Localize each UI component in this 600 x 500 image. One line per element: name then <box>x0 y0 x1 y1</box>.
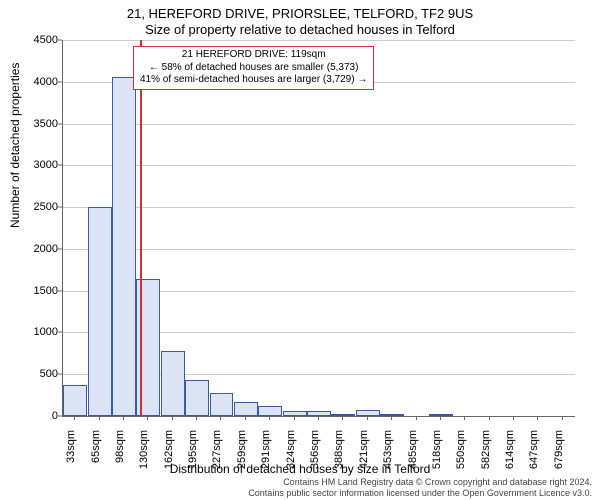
histogram-bar <box>185 380 209 416</box>
footer-attribution: Contains HM Land Registry data © Crown c… <box>0 477 592 498</box>
y-tick-mark <box>58 290 62 291</box>
histogram-bar <box>258 406 282 416</box>
histogram-bar <box>210 393 234 416</box>
x-tick-mark <box>172 416 173 420</box>
x-tick-mark <box>464 416 465 420</box>
x-tick-mark <box>440 416 441 420</box>
x-tick-mark <box>269 416 270 420</box>
x-tick-mark <box>196 416 197 420</box>
annotation-line: ← 58% of detached houses are smaller (5,… <box>140 62 367 75</box>
x-tick-mark <box>294 416 295 420</box>
y-tick-label: 3000 <box>0 159 58 171</box>
annotation-line: 21 HEREFORD DRIVE: 119sqm <box>140 49 367 62</box>
footer-line-2: Contains public sector information licen… <box>0 488 592 498</box>
y-tick-label: 500 <box>0 368 58 380</box>
histogram-bar <box>63 385 87 416</box>
histogram-bar <box>112 77 136 416</box>
y-tick-mark <box>58 207 62 208</box>
highlight-line <box>140 40 142 416</box>
chart-page: 21, HEREFORD DRIVE, PRIORSLEE, TELFORD, … <box>0 0 600 500</box>
y-tick-label: 2500 <box>0 201 58 213</box>
x-tick-mark <box>513 416 514 420</box>
y-tick-mark <box>58 81 62 82</box>
chart-title: 21, HEREFORD DRIVE, PRIORSLEE, TELFORD, … <box>0 6 600 21</box>
plot-area: 21 HEREFORD DRIVE: 119sqm← 58% of detach… <box>62 40 575 417</box>
x-tick-mark <box>220 416 221 420</box>
histogram-bar <box>356 410 380 416</box>
y-tick-mark <box>58 416 62 417</box>
x-tick-mark <box>391 416 392 420</box>
x-tick-mark <box>99 416 100 420</box>
x-tick-mark <box>147 416 148 420</box>
y-tick-mark <box>58 40 62 41</box>
x-axis-label: Distribution of detached houses by size … <box>0 462 600 476</box>
y-tick-label: 1500 <box>0 285 58 297</box>
x-tick-mark <box>123 416 124 420</box>
y-tick-mark <box>58 374 62 375</box>
y-tick-mark <box>58 123 62 124</box>
histogram-bar <box>283 411 307 416</box>
annotation-line: 41% of semi-detached houses are larger (… <box>140 74 367 87</box>
x-tick-mark <box>489 416 490 420</box>
y-tick-label: 2000 <box>0 243 58 255</box>
y-tick-label: 4500 <box>0 34 58 46</box>
y-tick-mark <box>58 248 62 249</box>
x-tick-mark <box>74 416 75 420</box>
y-tick-label: 4000 <box>0 76 58 88</box>
x-tick-mark <box>562 416 563 420</box>
x-tick-mark <box>416 416 417 420</box>
histogram-bar <box>88 207 112 416</box>
y-tick-label: 3500 <box>0 118 58 130</box>
histogram-bar <box>161 351 185 416</box>
chart-subtitle: Size of property relative to detached ho… <box>0 22 600 37</box>
annotation-box: 21 HEREFORD DRIVE: 119sqm← 58% of detach… <box>133 46 374 90</box>
footer-line-1: Contains HM Land Registry data © Crown c… <box>0 477 592 487</box>
x-tick-mark <box>245 416 246 420</box>
x-tick-mark <box>342 416 343 420</box>
histogram-bar <box>429 414 453 417</box>
x-tick-mark <box>367 416 368 420</box>
histogram-bar <box>234 402 258 416</box>
y-tick-mark <box>58 332 62 333</box>
x-tick-mark <box>537 416 538 420</box>
y-tick-label: 0 <box>0 410 58 422</box>
x-tick-mark <box>318 416 319 420</box>
y-tick-mark <box>58 165 62 166</box>
y-tick-label: 1000 <box>0 326 58 338</box>
